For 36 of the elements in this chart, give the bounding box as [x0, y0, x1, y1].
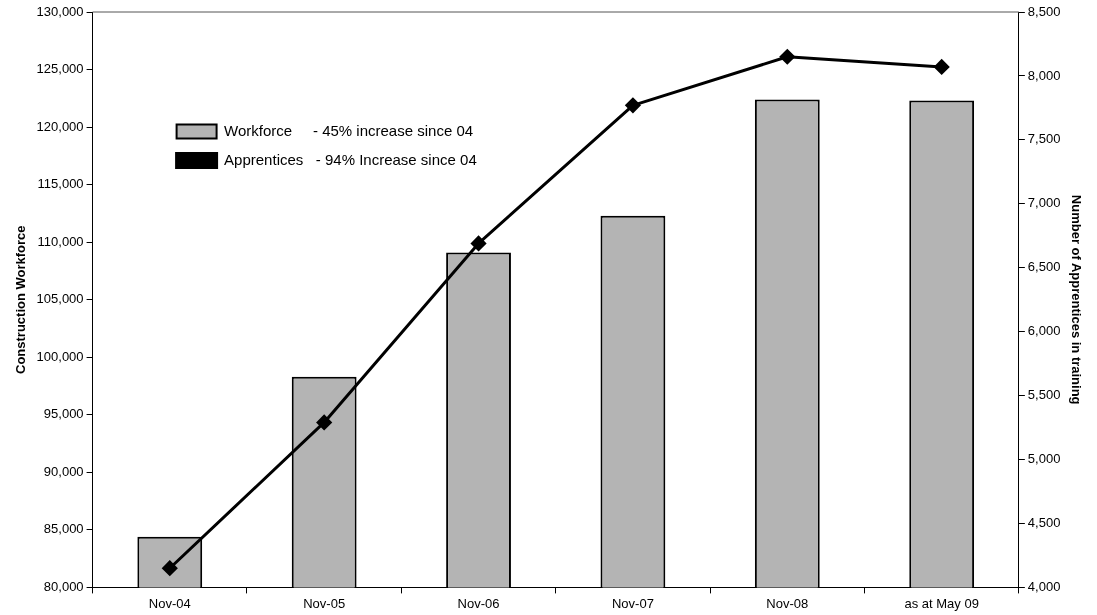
y2-tick-label: 7,500: [1027, 131, 1061, 147]
x-tick-label: as at May 09: [904, 595, 979, 611]
y2-tick-label: 4,500: [1027, 515, 1061, 531]
y2-tick-label: 6,500: [1027, 259, 1061, 275]
y-tick-label: 120,000: [36, 118, 84, 134]
point: [471, 235, 487, 251]
point: [625, 97, 641, 113]
y-tick-label: 80,000: [43, 578, 84, 594]
y2-tick-label: 7,000: [1027, 195, 1061, 211]
y-tick-label: 110,000: [37, 233, 84, 249]
x-tick-label: Nov-08: [766, 595, 809, 611]
y2-tick-label: 4,000: [1027, 578, 1061, 594]
y-axis-title: Construction Workforce: [13, 225, 29, 374]
y-tick-label: 115,000: [37, 176, 84, 192]
x-tick-label: Nov-04: [148, 595, 191, 611]
legend-label: Apprentices - 94% Increase since 04: [224, 150, 477, 168]
y2-tick-label: 5,500: [1027, 387, 1061, 403]
y-tick-label: 125,000: [36, 61, 84, 77]
y-tick-label: 90,000: [43, 463, 84, 479]
y2-axis-title: Number of Apprentices in training: [1068, 194, 1084, 405]
y2-tick-label: 8,000: [1027, 67, 1061, 83]
point: [316, 414, 332, 430]
y-tick-label: 100,000: [36, 348, 84, 364]
y-tick-label: 85,000: [43, 521, 84, 537]
y-tick-label: 105,000: [36, 291, 84, 307]
y-tick-label: 130,000: [36, 3, 84, 19]
x-tick-label: Nov-05: [303, 595, 346, 611]
x-tick-label: Nov-06: [457, 595, 500, 611]
point: [934, 59, 950, 75]
y2-tick-label: 6,000: [1027, 323, 1061, 339]
x-tick-label: Nov-07: [611, 595, 654, 611]
point: [779, 49, 795, 65]
legend-label: Workforce - 45% increase since 04: [224, 121, 474, 139]
y2-tick-label: 8,500: [1027, 3, 1061, 19]
y2-tick-label: 5,000: [1027, 451, 1061, 467]
y-tick-label: 95,000: [43, 406, 84, 422]
